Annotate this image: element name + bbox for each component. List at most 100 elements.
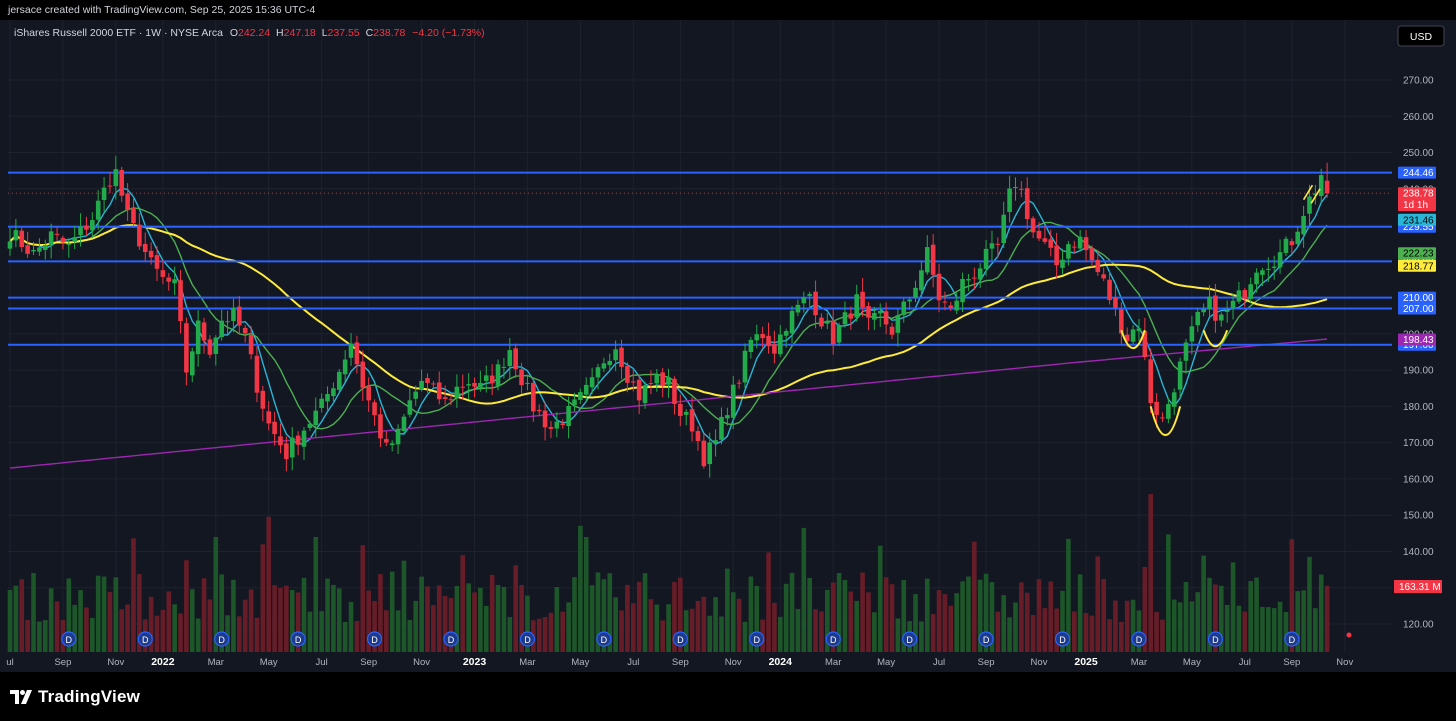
candle-body (1271, 266, 1277, 268)
volume-bar (1054, 608, 1059, 652)
volume-bar (819, 611, 824, 652)
dividend-marker[interactable]: D (749, 631, 765, 647)
time-tick-label: Nov (107, 657, 124, 668)
dividend-marker[interactable]: D (61, 631, 77, 647)
tradingview-logo[interactable]: TradingView (10, 686, 140, 708)
volume-bar (336, 588, 342, 652)
volume-bar (501, 586, 507, 652)
dividend-marker[interactable]: D (1131, 631, 1147, 647)
dividend-marker[interactable]: D (137, 631, 153, 647)
indicator-price-tag: 218.77 (1403, 261, 1434, 272)
candle-body (483, 375, 489, 381)
dividend-label: D (295, 635, 302, 645)
volume-bar (295, 592, 301, 652)
candle-body (777, 334, 783, 355)
footer: TradingView (0, 672, 1456, 721)
volume-bar (1019, 582, 1024, 652)
indicator-price-tag: 222.23 (1403, 249, 1434, 260)
volume-bar (736, 598, 742, 652)
candle-body (1266, 268, 1271, 270)
volume-bar (1083, 613, 1089, 652)
volume-bar (1283, 612, 1289, 652)
volume-bar (260, 544, 266, 652)
dividend-circle (443, 631, 459, 647)
candle-body (336, 371, 342, 390)
time-tick-label: ul (6, 657, 13, 668)
volume-bar (1089, 615, 1095, 652)
dividend-marker[interactable]: D (443, 631, 459, 647)
dividend-marker[interactable]: D (978, 631, 994, 647)
candle-body (431, 383, 436, 385)
level-price-tag-bg (1398, 166, 1436, 179)
candle-body (378, 414, 383, 439)
dividend-marker[interactable]: D (596, 631, 612, 647)
candle-body (1095, 259, 1101, 273)
candle-body (90, 220, 95, 231)
candle-body (742, 350, 748, 383)
candle-body (678, 403, 683, 416)
candle-body (936, 273, 942, 301)
volume-bar (1266, 607, 1271, 652)
volume-bar (1318, 574, 1324, 652)
volume-bar (331, 584, 336, 652)
candle-body (760, 333, 765, 339)
candle-body (542, 410, 548, 428)
dividend-circle (214, 631, 230, 647)
level-price-tag: 207.00 (1403, 304, 1434, 315)
volume-bar (813, 609, 818, 652)
candle-body (372, 402, 377, 416)
dividend-circle (978, 631, 994, 647)
time-tick-label: Sep (360, 657, 377, 668)
volume-bar (854, 600, 860, 652)
time-axis[interactable]: ul Sep Nov 2022 Mar May Jul Sep Nov 2023 Mar May Jul… (6, 656, 1353, 668)
breakout-tick (1302, 184, 1314, 201)
dividend-marker[interactable]: D (1284, 631, 1300, 647)
volume-bar (1130, 599, 1136, 652)
volume-bar (1024, 592, 1030, 652)
dividend-marker[interactable]: D (366, 631, 383, 647)
volume-bar (442, 595, 448, 652)
volume-bar (883, 577, 889, 652)
candle-body (107, 185, 113, 187)
volume-bar (983, 573, 989, 652)
candle-body (472, 382, 477, 387)
price-tick-label: 260.00 (1403, 112, 1434, 123)
candle-body (1218, 314, 1224, 321)
dividend-marker[interactable]: D (1054, 631, 1071, 647)
candle-body (789, 310, 795, 334)
indicator-price-tag-bg (1398, 259, 1436, 272)
time-tick-label: 2024 (769, 656, 793, 668)
volume-bar (772, 602, 777, 652)
dividend-marker[interactable]: D (1207, 631, 1224, 647)
volume-bar (836, 573, 842, 652)
candle-body (478, 382, 483, 388)
candle-body (1071, 246, 1077, 248)
candle-body (560, 423, 566, 426)
candle-body (307, 423, 313, 428)
volume-bar (213, 537, 219, 652)
dividend-marker[interactable]: D (290, 631, 306, 647)
dividend-marker[interactable]: D (902, 631, 918, 647)
volume-bar (107, 591, 113, 652)
currency-button[interactable]: USD (1397, 25, 1445, 47)
volume-bar (37, 621, 42, 652)
indicator-price-tag-sub: 1d 1h (1403, 200, 1428, 211)
dividend-marker[interactable]: D (214, 631, 230, 647)
candle-body (154, 255, 160, 269)
dividend-marker[interactable]: D (519, 631, 536, 647)
volume-bar (1295, 591, 1301, 652)
volume-bar (560, 611, 566, 652)
volume-bar (989, 582, 995, 652)
volume-bar (966, 576, 971, 652)
dividend-marker[interactable]: D (825, 631, 841, 647)
volume-bar (1124, 600, 1130, 652)
candle-body (901, 301, 907, 315)
volume-bar (583, 537, 589, 652)
level-price-tag-bg (1398, 302, 1436, 315)
dividend-marker[interactable]: D (672, 631, 688, 647)
candle-body (384, 439, 389, 443)
volume-bar (713, 597, 718, 652)
